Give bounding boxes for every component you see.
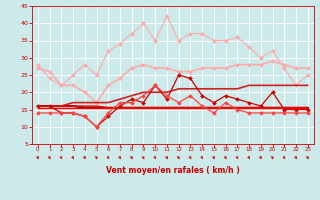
X-axis label: Vent moyen/en rafales ( km/h ): Vent moyen/en rafales ( km/h ) xyxy=(106,166,240,175)
